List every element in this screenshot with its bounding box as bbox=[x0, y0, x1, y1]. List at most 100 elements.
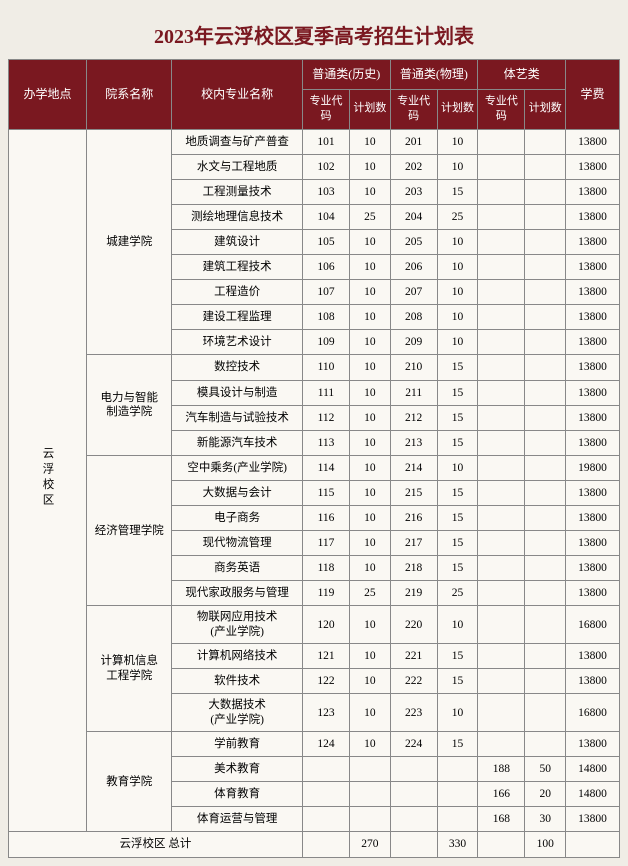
phys-count: 25 bbox=[437, 581, 477, 606]
phys-code: 224 bbox=[390, 732, 437, 757]
arts-code bbox=[478, 669, 525, 694]
h-dept: 院系名称 bbox=[87, 60, 172, 130]
arts-code bbox=[478, 229, 525, 254]
arts-code bbox=[478, 204, 525, 229]
phys-code: 212 bbox=[390, 405, 437, 430]
phys-count: 15 bbox=[437, 644, 477, 669]
phys-code: 213 bbox=[390, 430, 437, 455]
hist-count: 10 bbox=[350, 732, 390, 757]
major-cell: 测绘地理信息技术 bbox=[172, 204, 302, 229]
fee-cell: 13800 bbox=[565, 229, 619, 254]
arts-code bbox=[478, 505, 525, 530]
fee-cell: 13800 bbox=[565, 531, 619, 556]
hist-count: 10 bbox=[350, 556, 390, 581]
phys-count bbox=[437, 757, 477, 782]
hist-code: 101 bbox=[302, 129, 349, 154]
arts-code bbox=[478, 305, 525, 330]
hist-code: 110 bbox=[302, 355, 349, 380]
h-acount: 计划数 bbox=[525, 89, 565, 129]
phys-count: 15 bbox=[437, 405, 477, 430]
fee-cell: 16800 bbox=[565, 606, 619, 644]
phys-code: 217 bbox=[390, 531, 437, 556]
fee-cell: 13800 bbox=[565, 669, 619, 694]
hist-code: 115 bbox=[302, 480, 349, 505]
phys-code: 210 bbox=[390, 355, 437, 380]
phys-count: 10 bbox=[437, 455, 477, 480]
arts-count bbox=[525, 669, 565, 694]
hist-code: 109 bbox=[302, 330, 349, 355]
arts-code bbox=[478, 280, 525, 305]
phys-code: 205 bbox=[390, 229, 437, 254]
arts-code bbox=[478, 154, 525, 179]
hist-code: 117 bbox=[302, 531, 349, 556]
arts-code bbox=[478, 480, 525, 505]
hist-count bbox=[350, 782, 390, 807]
arts-count bbox=[525, 280, 565, 305]
hist-code: 104 bbox=[302, 204, 349, 229]
total-hcode bbox=[302, 832, 349, 857]
arts-count bbox=[525, 154, 565, 179]
phys-code: 218 bbox=[390, 556, 437, 581]
phys-code: 201 bbox=[390, 129, 437, 154]
hist-count: 10 bbox=[350, 129, 390, 154]
phys-count bbox=[437, 807, 477, 832]
phys-code bbox=[390, 757, 437, 782]
hist-code: 105 bbox=[302, 229, 349, 254]
hist-count: 10 bbox=[350, 330, 390, 355]
major-cell: 物联网应用技术(产业学院) bbox=[172, 606, 302, 644]
h-major: 校内专业名称 bbox=[172, 60, 302, 130]
arts-count bbox=[525, 129, 565, 154]
total-acount: 100 bbox=[525, 832, 565, 857]
major-cell: 大数据与会计 bbox=[172, 480, 302, 505]
major-cell: 水文与工程地质 bbox=[172, 154, 302, 179]
hist-code: 108 bbox=[302, 305, 349, 330]
hist-count: 10 bbox=[350, 179, 390, 204]
table-row: 教育学院学前教育124102241513800 bbox=[9, 732, 620, 757]
table-row: 经济管理学院空中乘务(产业学院)114102141019800 bbox=[9, 455, 620, 480]
major-cell: 汽车制造与试验技术 bbox=[172, 405, 302, 430]
hist-code: 116 bbox=[302, 505, 349, 530]
arts-count bbox=[525, 255, 565, 280]
arts-code bbox=[478, 330, 525, 355]
dept-cell: 计算机信息工程学院 bbox=[87, 606, 172, 732]
hist-code: 124 bbox=[302, 732, 349, 757]
hist-count: 10 bbox=[350, 154, 390, 179]
hist-count: 10 bbox=[350, 644, 390, 669]
phys-code: 211 bbox=[390, 380, 437, 405]
h-hcode: 专业代码 bbox=[302, 89, 349, 129]
phys-count: 10 bbox=[437, 606, 477, 644]
arts-count bbox=[525, 531, 565, 556]
phys-count: 10 bbox=[437, 129, 477, 154]
phys-count: 15 bbox=[437, 480, 477, 505]
arts-count bbox=[525, 405, 565, 430]
hist-code: 112 bbox=[302, 405, 349, 430]
h-acode: 专业代码 bbox=[478, 89, 525, 129]
arts-count bbox=[525, 694, 565, 732]
arts-count bbox=[525, 505, 565, 530]
major-cell: 电子商务 bbox=[172, 505, 302, 530]
arts-code bbox=[478, 556, 525, 581]
arts-code bbox=[478, 430, 525, 455]
arts-count bbox=[525, 204, 565, 229]
phys-code: 220 bbox=[390, 606, 437, 644]
major-cell: 空中乘务(产业学院) bbox=[172, 455, 302, 480]
arts-count bbox=[525, 644, 565, 669]
hist-count: 10 bbox=[350, 505, 390, 530]
fee-cell: 13800 bbox=[565, 430, 619, 455]
arts-code bbox=[478, 531, 525, 556]
phys-code bbox=[390, 807, 437, 832]
phys-code: 208 bbox=[390, 305, 437, 330]
fee-cell: 13800 bbox=[565, 556, 619, 581]
hist-count: 10 bbox=[350, 255, 390, 280]
h-arts: 体艺类 bbox=[478, 60, 566, 90]
hist-count: 10 bbox=[350, 380, 390, 405]
h-hcount: 计划数 bbox=[350, 89, 390, 129]
phys-count: 10 bbox=[437, 154, 477, 179]
phys-count: 10 bbox=[437, 694, 477, 732]
major-cell: 环境艺术设计 bbox=[172, 330, 302, 355]
phys-count: 10 bbox=[437, 229, 477, 254]
arts-code bbox=[478, 129, 525, 154]
table-row: 云浮校区城建学院地质调查与矿产普查101102011013800 bbox=[9, 129, 620, 154]
hist-count: 10 bbox=[350, 355, 390, 380]
major-cell: 现代物流管理 bbox=[172, 531, 302, 556]
